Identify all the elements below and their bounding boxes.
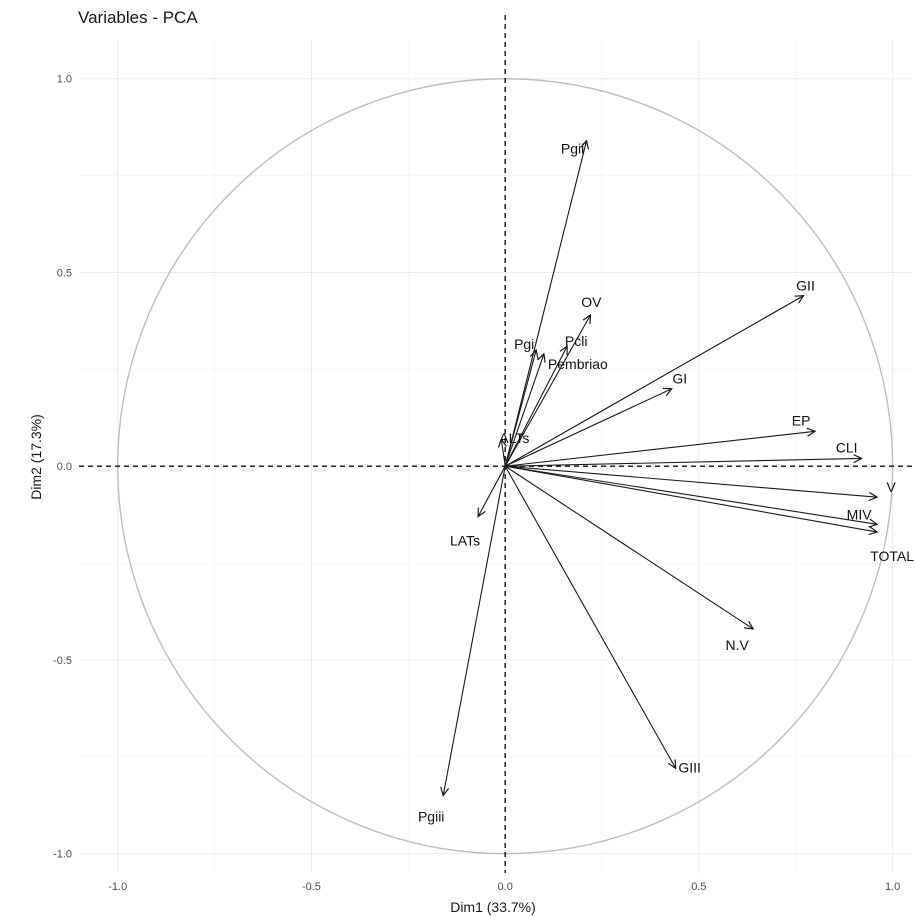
grid — [79, 40, 912, 873]
y-tick-label: 0.0 — [57, 461, 72, 473]
y-tick-label: 0.5 — [57, 267, 72, 279]
y-tick-label: -1.0 — [53, 849, 72, 861]
label-pembriao: Pembriao — [548, 356, 608, 372]
x-tick-label: 1.0 — [885, 881, 900, 893]
arrow-gi — [505, 389, 672, 466]
variable-arrows — [443, 141, 877, 796]
label-lats: LATs — [450, 533, 480, 549]
tick-labels: -1.0 -0.5 0.0 0.5 1.0 1.0 0.5 0.0 -0.5 -1.0 — [53, 74, 900, 893]
label-pgi: Pgi — [514, 336, 534, 352]
label-alts: ALTs — [499, 430, 529, 446]
label-pgiii: Pgiii — [418, 809, 444, 825]
label-v: V — [886, 479, 896, 495]
arrow-pgii — [505, 141, 586, 466]
variable-labels: Pgii GII OV Pcli Pgi Pembriao GI ALTs EP CLI V MIV T… — [418, 141, 914, 825]
label-giii: GIII — [678, 759, 701, 775]
arrow-cli — [505, 458, 861, 466]
arrow-giii — [505, 466, 675, 768]
label-gii: GII — [796, 278, 815, 294]
x-tick-label: -1.0 — [108, 881, 127, 893]
arrow-v — [505, 466, 877, 497]
label-total: TOTAL — [870, 548, 914, 564]
x-axis-title: Dim1 (33.7%) — [450, 899, 536, 915]
chart-title: Variables - PCA — [78, 8, 198, 27]
y-tick-label: -0.5 — [53, 655, 72, 667]
arrow-pgi — [505, 350, 536, 466]
label-cli: CLI — [836, 439, 858, 455]
x-tick-label: 0.0 — [498, 881, 513, 893]
label-ep: EP — [792, 412, 811, 428]
arrow-gii — [505, 296, 803, 466]
arrow-lats — [478, 466, 505, 516]
label-pcli: Pcli — [565, 333, 588, 349]
reference-lines — [79, 15, 912, 873]
arrow-total — [505, 466, 877, 532]
label-miv: MIV — [847, 506, 873, 522]
arrow-n-v — [505, 466, 753, 629]
y-tick-label: 1.0 — [57, 74, 72, 86]
label-pgii: Pgii — [561, 141, 584, 157]
arrow-pembriao — [505, 354, 544, 466]
label-n-v: N.V — [725, 637, 749, 653]
arrow-pgiii — [443, 466, 505, 795]
x-tick-label: -0.5 — [302, 881, 321, 893]
label-ov: OV — [581, 294, 602, 310]
x-tick-label: 0.5 — [691, 881, 706, 893]
arrow-miv — [505, 466, 877, 524]
y-axis-title: Dim2 (17.3%) — [28, 414, 44, 500]
label-gi: GI — [672, 371, 687, 387]
